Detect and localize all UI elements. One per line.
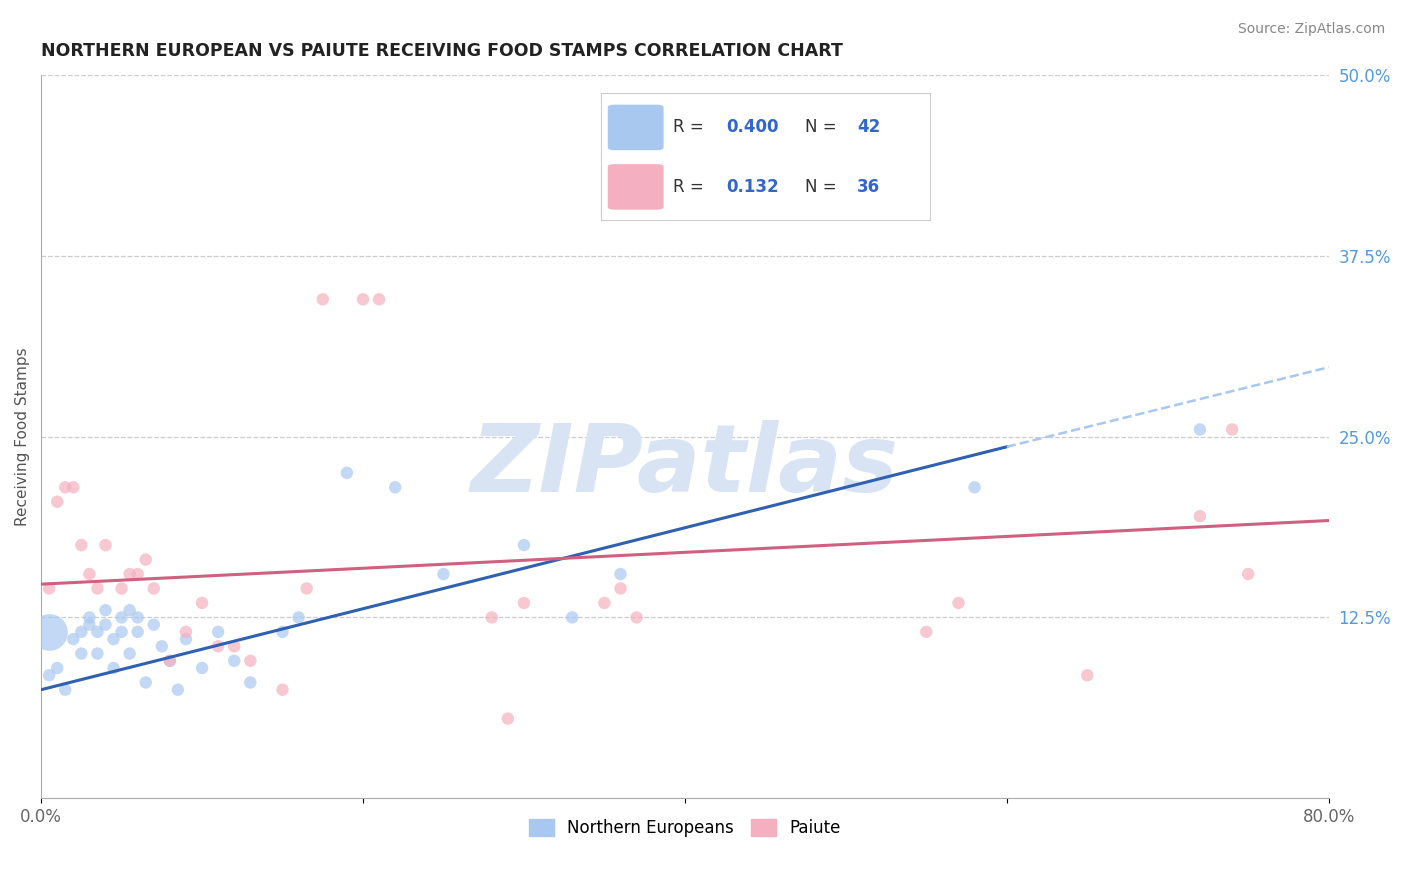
Point <box>1188 422 1211 436</box>
Point <box>79 567 101 582</box>
Point <box>70 647 93 661</box>
Point <box>86 624 108 639</box>
Point <box>368 293 391 307</box>
Point <box>287 610 309 624</box>
Point <box>94 603 117 617</box>
Point <box>86 647 108 661</box>
Point <box>142 617 165 632</box>
Point <box>159 654 181 668</box>
Point <box>336 466 359 480</box>
Point <box>135 552 157 566</box>
Point <box>46 661 69 675</box>
Point <box>1188 509 1211 524</box>
Point <box>79 610 101 624</box>
Text: NORTHERN EUROPEAN VS PAIUTE RECEIVING FOOD STAMPS CORRELATION CHART: NORTHERN EUROPEAN VS PAIUTE RECEIVING FO… <box>41 42 844 60</box>
Point <box>38 668 60 682</box>
Point <box>224 640 246 654</box>
Point <box>86 582 108 596</box>
Point <box>384 480 406 494</box>
Y-axis label: Receiving Food Stamps: Receiving Food Stamps <box>15 347 30 526</box>
Point <box>207 640 229 654</box>
Point <box>110 610 132 624</box>
Point <box>142 582 165 596</box>
Point <box>191 596 214 610</box>
Point <box>561 610 583 624</box>
Point <box>432 567 454 582</box>
Point <box>948 596 970 610</box>
Point <box>271 682 294 697</box>
Point <box>53 682 76 697</box>
Point <box>609 582 631 596</box>
Text: Source: ZipAtlas.com: Source: ZipAtlas.com <box>1237 22 1385 37</box>
Point <box>118 567 141 582</box>
Point <box>513 538 536 552</box>
Point <box>118 647 141 661</box>
Point <box>110 624 132 639</box>
Point <box>135 675 157 690</box>
Point <box>127 610 149 624</box>
Point <box>103 632 125 646</box>
Point <box>127 624 149 639</box>
Point <box>593 596 616 610</box>
Point <box>94 538 117 552</box>
Point <box>46 494 69 508</box>
Point <box>167 682 190 697</box>
Point <box>481 610 503 624</box>
Point <box>38 582 60 596</box>
Point <box>38 624 60 639</box>
Point <box>174 632 197 646</box>
Point <box>1237 567 1260 582</box>
Point <box>118 603 141 617</box>
Point <box>103 661 125 675</box>
Point <box>62 632 84 646</box>
Point <box>224 654 246 668</box>
Legend: Northern Europeans, Paiute: Northern Europeans, Paiute <box>523 813 848 844</box>
Text: ZIPatlas: ZIPatlas <box>471 419 898 512</box>
Point <box>70 538 93 552</box>
Point <box>207 624 229 639</box>
Point <box>79 617 101 632</box>
Point <box>150 640 173 654</box>
Point <box>70 624 93 639</box>
Point <box>609 567 631 582</box>
Point <box>312 293 335 307</box>
Point <box>352 293 374 307</box>
Point <box>271 624 294 639</box>
Point <box>94 617 117 632</box>
Point <box>295 582 318 596</box>
Point <box>915 624 938 639</box>
Point <box>496 712 519 726</box>
Point <box>53 480 76 494</box>
Point <box>239 675 262 690</box>
Point <box>706 184 728 198</box>
Point <box>62 480 84 494</box>
Point <box>626 610 648 624</box>
Point <box>191 661 214 675</box>
Point <box>513 596 536 610</box>
Point <box>963 480 986 494</box>
Point <box>239 654 262 668</box>
Point <box>159 654 181 668</box>
Point <box>110 582 132 596</box>
Point <box>174 624 197 639</box>
Point <box>127 567 149 582</box>
Point <box>1076 668 1098 682</box>
Point <box>1220 422 1243 436</box>
